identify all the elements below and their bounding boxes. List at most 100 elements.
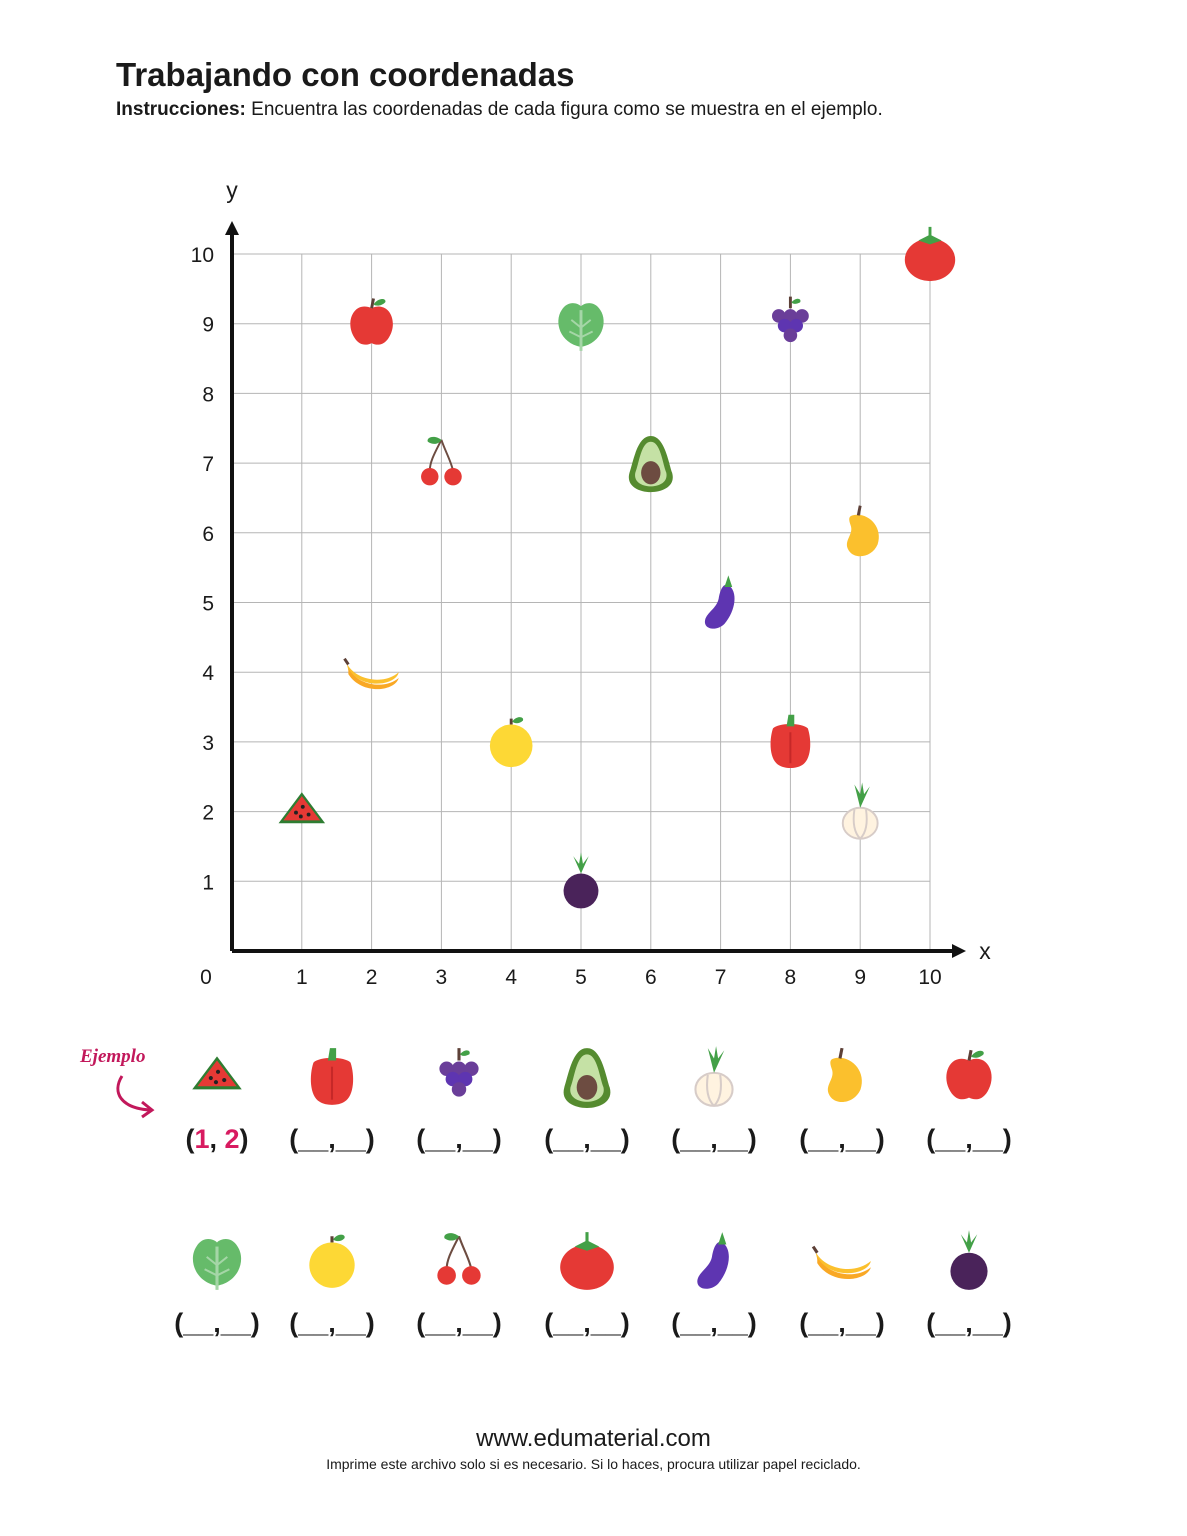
instructions-label: Instrucciones: [116, 99, 246, 120]
answer-blank[interactable]: (__,__) [544, 1124, 630, 1154]
lettuce-icon [558, 303, 604, 351]
pepper-icon [310, 1048, 354, 1105]
y-axis-arrow-icon [225, 221, 239, 235]
x-tick-label: 10 [918, 966, 941, 989]
grapes-icon [771, 296, 809, 343]
data-point-apple [350, 298, 393, 345]
avocado-icon [628, 435, 673, 493]
exercise-item-banana [792, 1228, 892, 1294]
answer-blank[interactable]: (__,__) [926, 1308, 1012, 1338]
data-point-onion [841, 782, 879, 840]
exercise-item-cherry [409, 1228, 509, 1294]
example-answer: (1, 2) [162, 1124, 272, 1155]
x-tick-label: 3 [436, 966, 448, 989]
lettuce-icon [192, 1239, 242, 1290]
plum-icon [563, 852, 599, 909]
mango-icon [846, 505, 879, 557]
y-tick-label: 8 [202, 383, 214, 406]
data-point-tomato [904, 226, 956, 282]
eggplant-icon [697, 1232, 729, 1289]
cherry-icon [437, 1233, 481, 1285]
y-tick-label: 5 [202, 593, 214, 616]
y-tick-label: 6 [202, 523, 214, 546]
answer-blank[interactable]: (__,__) [799, 1124, 885, 1154]
footer-note: Imprime este archivo solo si es necesari… [326, 1456, 861, 1472]
exercise-item-mango [792, 1044, 892, 1110]
data-point-pepper [770, 714, 811, 769]
tomato-icon [904, 226, 956, 282]
y-tick-label: 2 [202, 802, 214, 825]
answer-blank[interactable]: (__,__) [416, 1308, 502, 1338]
exercise-item-tomato [537, 1228, 637, 1294]
data-point-mango [846, 505, 879, 557]
answer-blank[interactable]: (__,__) [671, 1308, 757, 1338]
coordinate-plot: 1 2 3 4 5 6 7 8 9 10 1 2 3 4 5 6 7 8 9 10 0 x y [191, 177, 992, 989]
x-tick-label: 6 [645, 966, 657, 989]
orange-icon [309, 1234, 355, 1288]
exercise-item-eggplant [664, 1228, 764, 1294]
banana-icon [811, 1245, 871, 1280]
data-point-orange [489, 717, 533, 768]
separator: , [209, 1124, 225, 1154]
instructions-text: Encuentra las coordenadas de cada figura… [245, 99, 883, 120]
footer-url: www.edumaterial.com [476, 1425, 711, 1452]
answer-blank[interactable]: (__,__) [926, 1124, 1012, 1154]
paren-close: ) [239, 1124, 249, 1154]
answer-blank[interactable]: (__,__) [289, 1124, 375, 1154]
apple-icon [946, 1049, 992, 1100]
exercise-item-onion [664, 1044, 764, 1110]
x-axis-arrow-icon [952, 944, 966, 958]
exercise-item-avocado [537, 1044, 637, 1110]
tomato-icon [560, 1232, 614, 1290]
answer-blank[interactable]: (__,__) [174, 1308, 260, 1338]
y-axis-label: y [226, 177, 238, 203]
example-y: 2 [224, 1124, 240, 1154]
answer-blank[interactable]: (__,__) [289, 1308, 375, 1338]
data-point-lettuce [558, 303, 604, 351]
data-point-plum [563, 852, 599, 909]
grapes-icon [439, 1048, 479, 1097]
data-point-eggplant [704, 575, 735, 629]
x-tick-label: 2 [366, 966, 378, 989]
pepper-icon [770, 714, 811, 769]
banana-icon [343, 657, 399, 690]
answer-blank[interactable]: (__,__) [416, 1124, 502, 1154]
exercise-item-watermelon [167, 1044, 267, 1110]
answer-blank[interactable]: (__,__) [544, 1308, 630, 1338]
answer-blank[interactable]: (__,__) [799, 1308, 885, 1338]
exercise-item-apple [919, 1044, 1019, 1110]
apple-icon [350, 298, 393, 345]
watermelon-icon [278, 792, 326, 824]
y-tick-label: 10 [191, 244, 214, 267]
instructions: Instrucciones: Encuentra las coordenadas… [116, 99, 883, 121]
y-tick-label: 3 [202, 732, 214, 755]
data-point-banana [343, 657, 399, 690]
example-arrow-icon [116, 1075, 155, 1119]
origin-label: 0 [200, 966, 212, 989]
answer-blank[interactable]: (__,__) [671, 1124, 757, 1154]
eggplant-icon [704, 575, 735, 629]
example-label: Ejemplo [80, 1046, 146, 1067]
data-point-avocado [628, 435, 673, 493]
page-title: Trabajando con coordenadas [116, 56, 575, 93]
avocado-icon [563, 1048, 611, 1108]
mango-icon [827, 1047, 862, 1103]
exercise-item-lettuce [167, 1228, 267, 1294]
onion-icon [841, 782, 879, 840]
data-point-watermelon [278, 792, 326, 824]
x-tick-label: 1 [296, 966, 308, 989]
y-tick-label: 7 [202, 453, 214, 476]
exercise-item-grapes [409, 1044, 509, 1110]
x-axis-label: x [979, 938, 991, 964]
onion-icon [694, 1046, 734, 1107]
x-tick-label: 8 [785, 966, 797, 989]
y-tick-label: 4 [202, 662, 214, 685]
x-tick-label: 4 [505, 966, 517, 989]
paren-open: ( [185, 1124, 195, 1154]
example-x: 1 [194, 1124, 210, 1154]
y-tick-label: 9 [202, 314, 214, 337]
exercise-item-orange [282, 1228, 382, 1294]
data-point-cherry [421, 436, 462, 486]
orange-icon [489, 717, 533, 768]
exercise-item-pepper [282, 1044, 382, 1110]
